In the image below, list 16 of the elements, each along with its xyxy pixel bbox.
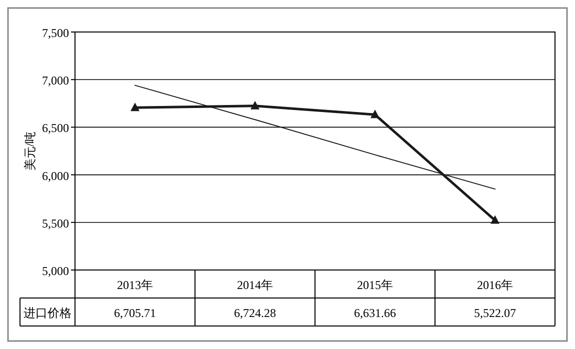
y-axis-title: 美元/吨 [23, 131, 37, 171]
y-tick-label: 7,500 [42, 26, 69, 40]
y-tick-label: 6,500 [42, 121, 69, 136]
data-label: 6,705.71 [114, 306, 156, 320]
x-tick-label: 2014年 [237, 278, 273, 292]
y-tick-label: 5,000 [42, 264, 69, 278]
y-tick-label: 6,000 [42, 168, 69, 183]
x-tick-label: 2013年 [117, 278, 153, 292]
y-tick-label: 7,000 [42, 74, 69, 88]
x-tick-label: 2015年 [357, 278, 393, 292]
data-label: 6,631.66 [354, 306, 396, 320]
data-label: 5,522.07 [474, 306, 516, 320]
text: 进口价格 [24, 306, 72, 320]
y-tick-label: 5,500 [42, 216, 69, 230]
data-label: 6,724.28 [234, 306, 276, 320]
x-tick-label: 2016年 [477, 278, 513, 292]
